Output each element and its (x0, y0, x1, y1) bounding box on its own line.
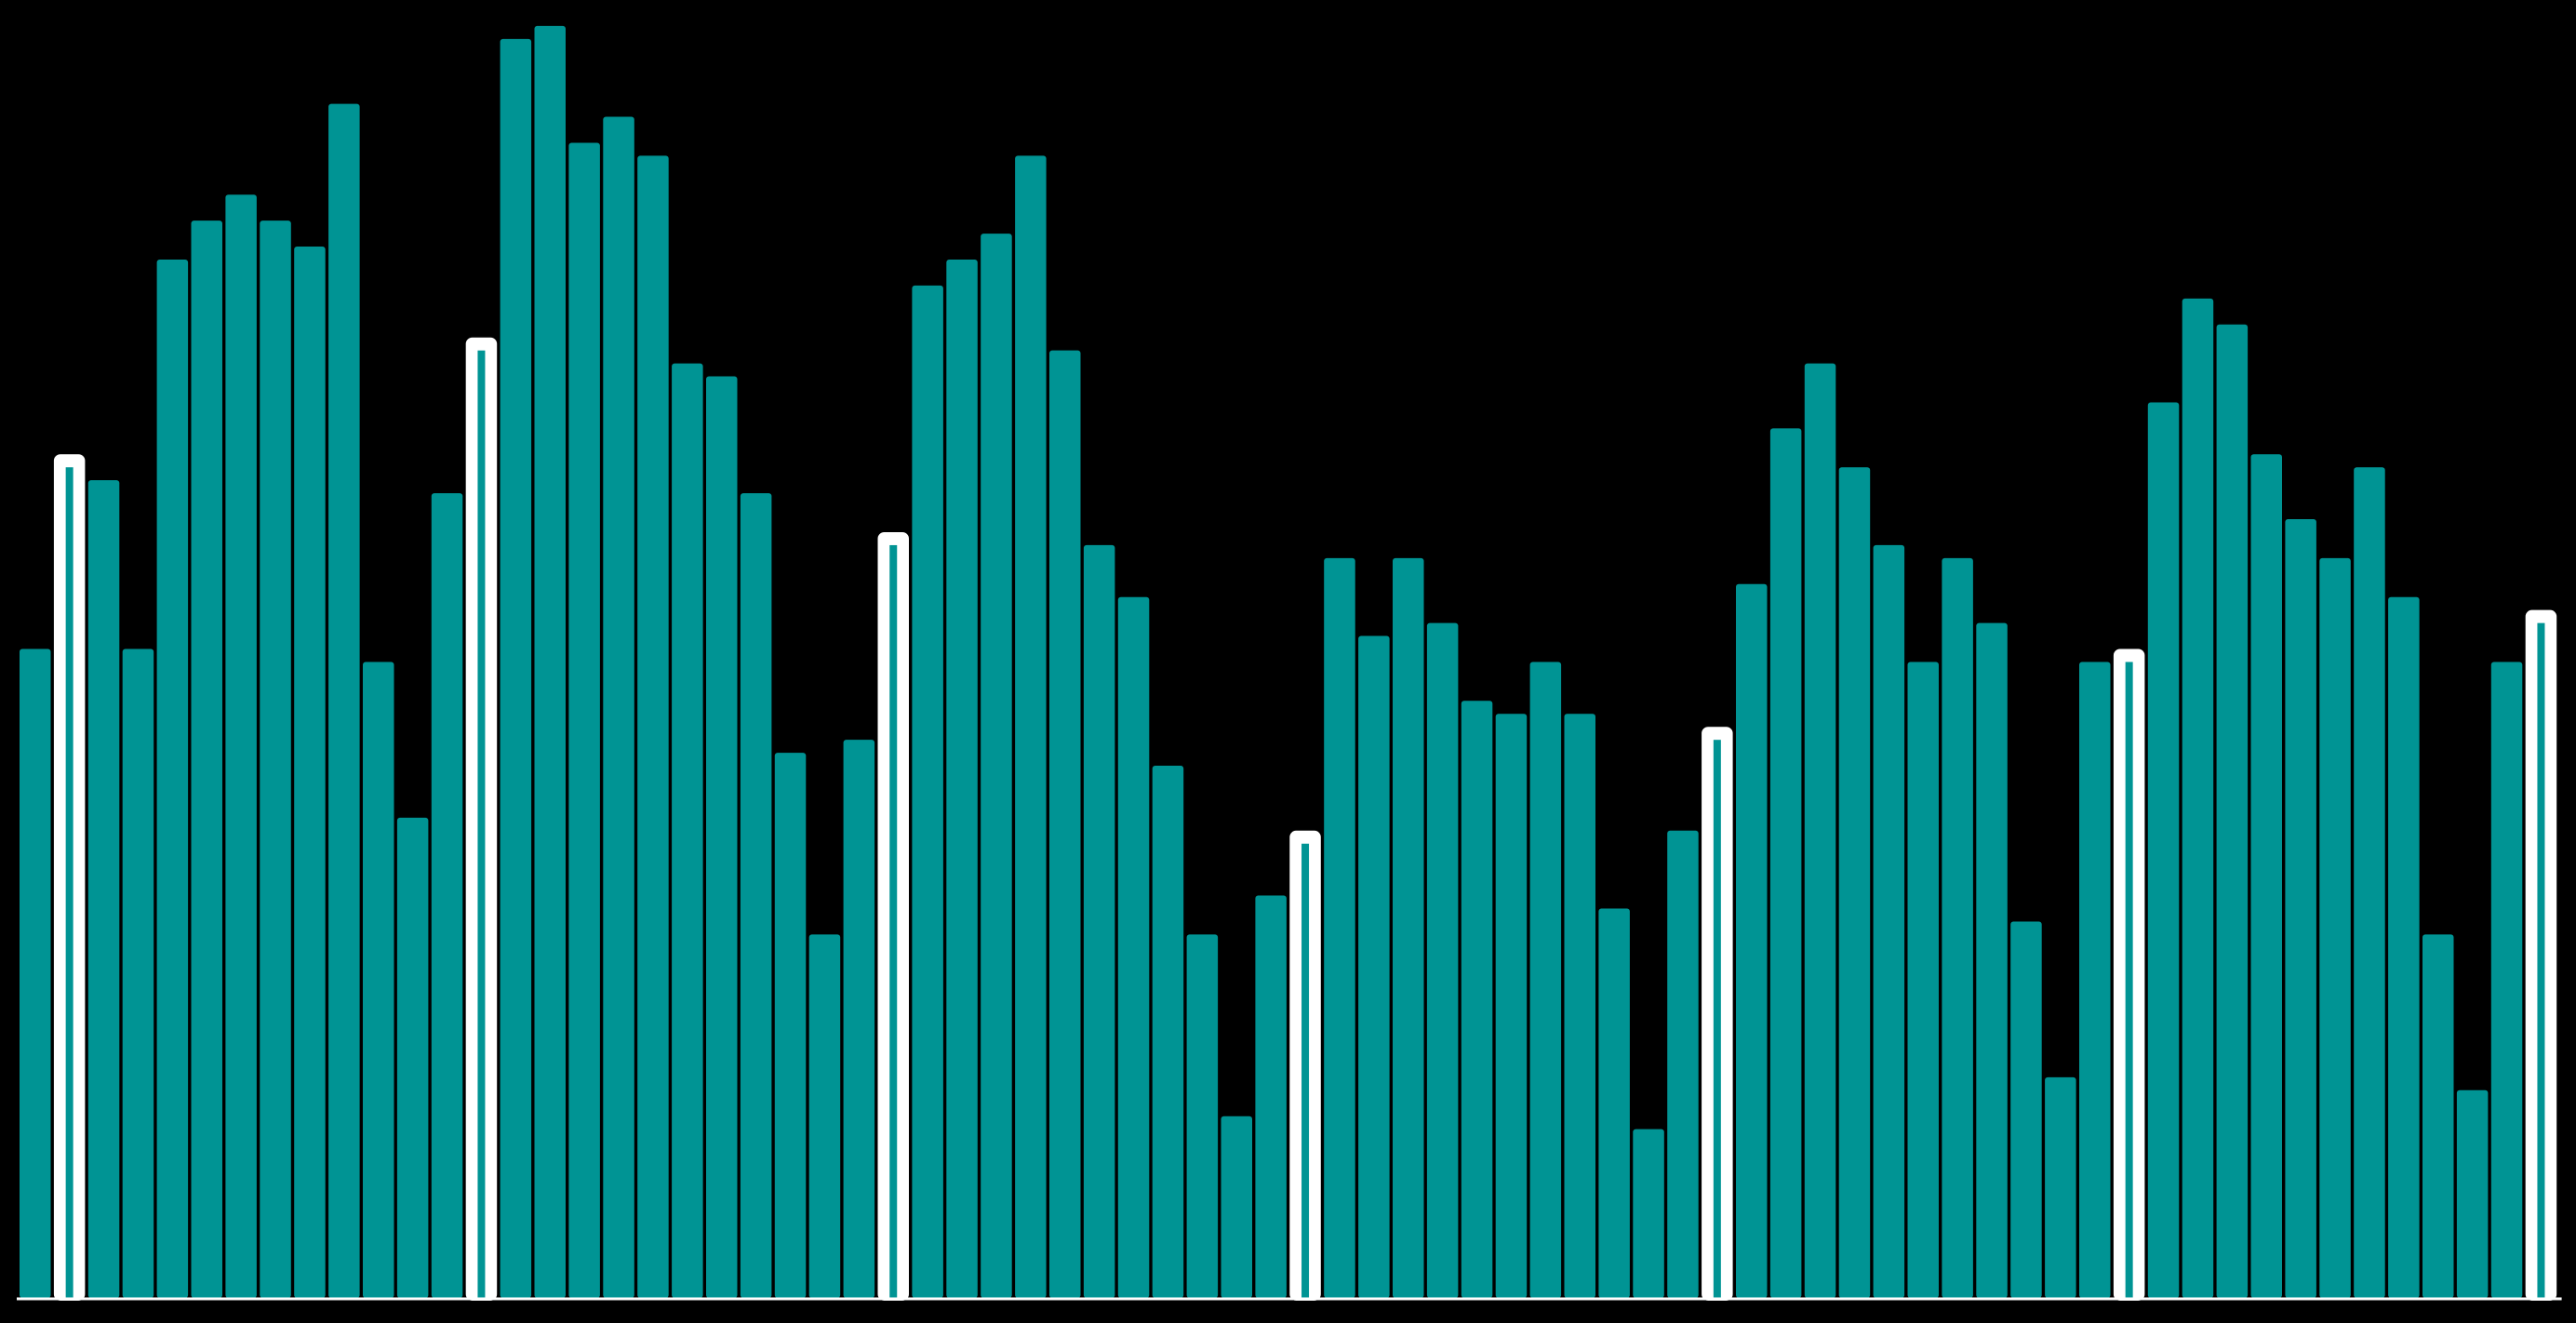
bar (1873, 544, 1905, 1298)
bar (1324, 557, 1355, 1298)
bar (706, 376, 738, 1298)
bar (981, 234, 1012, 1299)
highlighted-bar-core (889, 544, 898, 1298)
bar (1049, 350, 1081, 1298)
bar (2216, 324, 2249, 1298)
bar (1358, 635, 1390, 1298)
bar (1598, 908, 1630, 1298)
bar (1117, 596, 1150, 1298)
highlighted-bar-core (1713, 740, 1721, 1298)
bar (1083, 544, 1115, 1298)
bar (1426, 622, 1459, 1298)
bar (1838, 467, 1871, 1298)
bar (2319, 557, 2351, 1298)
highlighted-bar-core (1301, 843, 1310, 1298)
bar (1667, 830, 1699, 1298)
bar (534, 25, 566, 1298)
bar (1461, 701, 1493, 1298)
bar (808, 934, 841, 1298)
bar (1907, 662, 1939, 1298)
highlighted-bar-core (65, 467, 73, 1298)
bar (912, 285, 943, 1298)
bar (2456, 1089, 2489, 1298)
bar (20, 648, 51, 1298)
bar (2147, 402, 2180, 1298)
bar (740, 493, 772, 1298)
bar (637, 155, 669, 1298)
bar (2388, 596, 2420, 1298)
highlighted-bar-core (2537, 622, 2545, 1298)
bar (1736, 583, 1768, 1298)
bar (1769, 428, 1802, 1299)
bar (396, 817, 429, 1298)
bar (2250, 454, 2282, 1298)
bar (225, 194, 257, 1298)
bar (294, 247, 326, 1298)
bar (2285, 519, 2316, 1298)
bar (1633, 1129, 1664, 1298)
bar (1942, 557, 1973, 1298)
bar (2045, 1076, 2076, 1298)
bar (1255, 895, 1287, 1298)
bar (672, 363, 703, 1299)
bar (260, 220, 291, 1298)
bar (1529, 662, 1562, 1298)
bar (500, 38, 532, 1299)
bar (1393, 557, 1424, 1298)
bar (1495, 714, 1528, 1298)
bar (431, 493, 463, 1298)
bar (1221, 1116, 1252, 1298)
bar (191, 220, 222, 1298)
highlighted-bar-core (2125, 662, 2133, 1298)
bar (1015, 155, 1047, 1298)
bar (843, 740, 875, 1298)
bar (87, 480, 120, 1298)
bar (774, 753, 807, 1298)
bar (1152, 766, 1184, 1298)
bar (156, 260, 189, 1298)
bar (603, 116, 634, 1298)
bar (363, 662, 394, 1298)
highlighted-bar-core (477, 350, 486, 1298)
bar (1186, 934, 1219, 1298)
bar (2079, 662, 2111, 1298)
bar (946, 260, 978, 1298)
bar (122, 648, 154, 1298)
bar (2010, 921, 2042, 1298)
bar (1976, 622, 2008, 1298)
bar (1804, 363, 1836, 1299)
bar (568, 142, 600, 1299)
bar (328, 103, 360, 1299)
bar (2490, 662, 2523, 1298)
bar (2182, 298, 2214, 1299)
bar (2354, 467, 2385, 1298)
bar (1564, 714, 1595, 1298)
bar (2423, 934, 2454, 1298)
